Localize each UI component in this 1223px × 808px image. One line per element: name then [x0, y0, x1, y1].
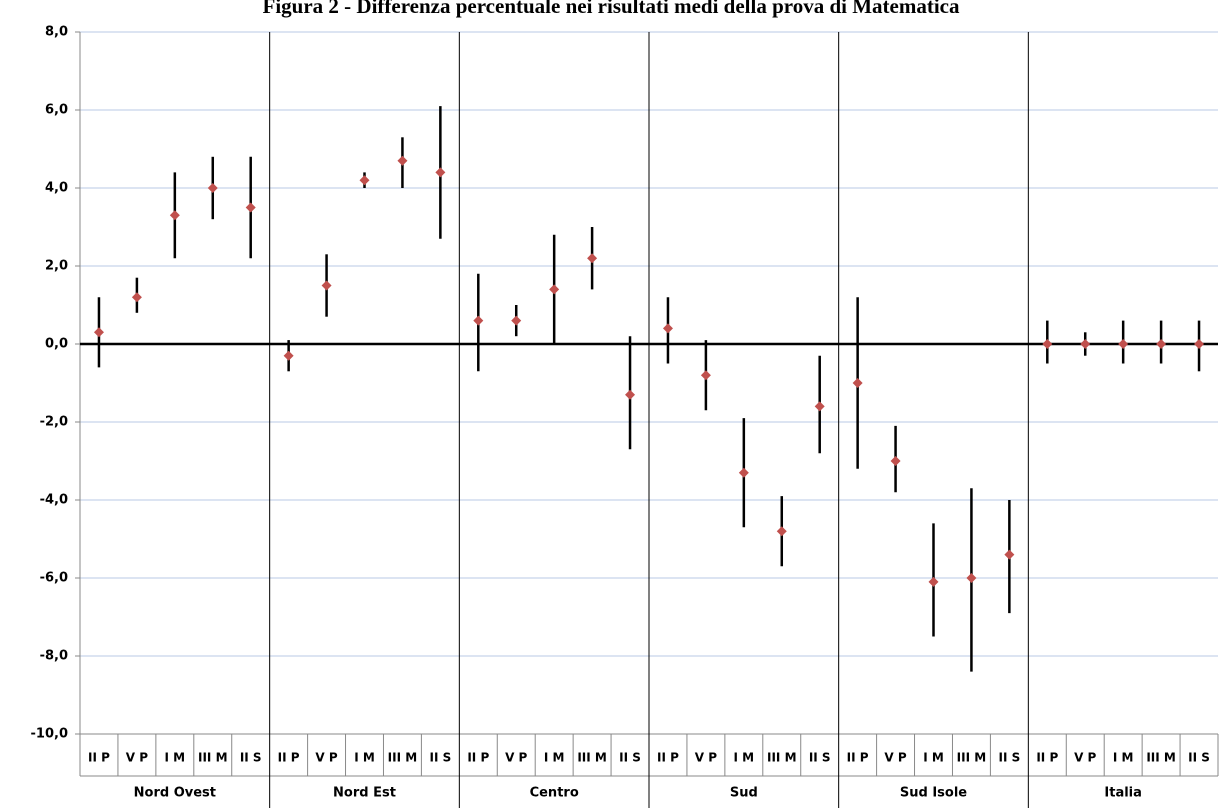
x-tick-label: V P: [1074, 751, 1096, 765]
x-tick-label: I M: [354, 751, 375, 765]
point: [625, 389, 636, 400]
x-tick-label: II S: [809, 751, 831, 765]
point: [1004, 549, 1015, 560]
point: [359, 175, 370, 186]
x-tick-label: II P: [657, 751, 679, 765]
x-tick-label: II P: [847, 751, 869, 765]
group-label: Sud: [730, 786, 758, 801]
group-label: Nord Est: [333, 786, 396, 801]
x-tick-label: II S: [429, 751, 451, 765]
x-tick-label: II S: [1188, 751, 1210, 765]
point: [1194, 339, 1205, 349]
x-tick-label: V P: [695, 751, 717, 765]
y-tick-label: 6,0: [45, 103, 68, 118]
x-tick-label: I M: [923, 751, 944, 765]
y-tick-label: 0,0: [45, 337, 68, 352]
point: [928, 576, 939, 587]
x-tick-label: III M: [957, 751, 987, 765]
x-tick-label: II P: [278, 751, 300, 765]
group-label: Sud Isole: [900, 786, 967, 801]
point: [473, 315, 484, 326]
point: [662, 323, 673, 334]
y-tick-label: -10,0: [31, 727, 68, 742]
group-label: Centro: [530, 786, 579, 801]
point: [549, 284, 560, 295]
x-tick-label: II S: [619, 751, 641, 765]
y-tick-label: -4,0: [40, 493, 68, 508]
x-tick-label: II S: [998, 751, 1020, 765]
group-label: Italia: [1104, 786, 1142, 801]
x-tick-label: II P: [88, 751, 110, 765]
x-tick-label: V P: [315, 751, 337, 765]
x-tick-label: II P: [1036, 751, 1058, 765]
x-tick-label: V P: [505, 751, 527, 765]
point: [814, 401, 825, 412]
x-tick-label: III M: [198, 751, 228, 765]
x-tick-label: V P: [884, 751, 906, 765]
point: [321, 280, 332, 291]
y-tick-label: 4,0: [45, 181, 68, 196]
y-tick-label: -8,0: [40, 649, 68, 664]
y-tick-label: 8,0: [45, 25, 68, 40]
x-tick-label: III M: [1146, 751, 1176, 765]
x-tick-label: V P: [126, 751, 148, 765]
y-tick-label: 2,0: [45, 259, 68, 274]
point: [131, 292, 142, 303]
point: [397, 155, 408, 166]
point: [93, 327, 104, 338]
y-tick-label: -2,0: [40, 415, 68, 430]
point: [511, 315, 522, 326]
point: [1042, 339, 1053, 349]
x-tick-label: III M: [388, 751, 418, 765]
x-tick-label: I M: [734, 751, 755, 765]
point: [1080, 339, 1091, 349]
x-tick-label: I M: [544, 751, 565, 765]
x-tick-label: II S: [240, 751, 262, 765]
x-tick-label: III M: [767, 751, 797, 765]
chart-title: Figura 2 - Differenza percentuale nei ri…: [263, 0, 960, 18]
x-tick-label: I M: [1113, 751, 1134, 765]
point: [776, 526, 787, 537]
point: [169, 210, 180, 221]
point: [852, 378, 863, 388]
y-tick-label: -6,0: [40, 571, 68, 586]
point: [700, 370, 711, 381]
x-tick-label: III M: [577, 751, 607, 765]
point: [245, 202, 256, 213]
point: [435, 167, 446, 178]
x-tick-label: II P: [467, 751, 489, 765]
point: [1156, 339, 1167, 349]
point: [738, 467, 749, 478]
point: [1118, 339, 1129, 349]
point: [207, 183, 218, 193]
point: [283, 350, 294, 361]
group-label: Nord Ovest: [134, 786, 216, 801]
point: [587, 253, 598, 264]
point: [966, 573, 977, 583]
point: [890, 456, 901, 466]
x-tick-label: I M: [165, 751, 186, 765]
